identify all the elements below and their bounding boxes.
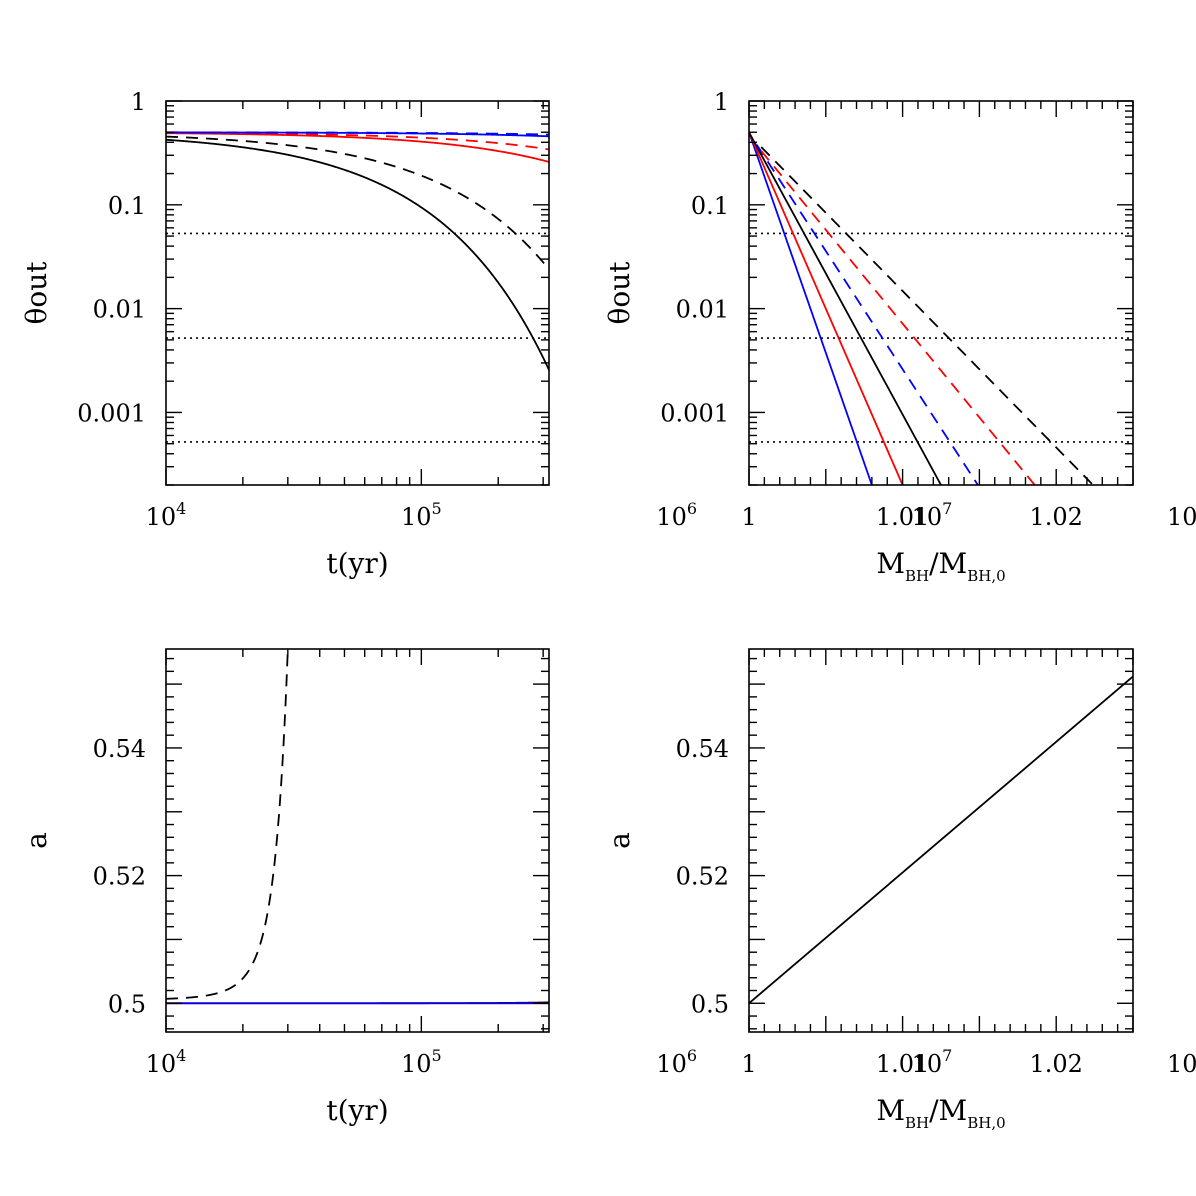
x-tick-label: 1: [741, 503, 756, 531]
x-tick-label: 108: [1167, 499, 1196, 531]
y-axis-label: a: [20, 832, 53, 849]
y-tick-label: 1: [714, 88, 729, 116]
ticks: [165, 649, 549, 1032]
x-tick-label: 106: [656, 499, 697, 531]
series-red-solid: [166, 132, 549, 163]
x-tick-label: 107: [912, 499, 953, 531]
x-tick-label: 1.02: [1029, 503, 1082, 531]
x-axis-label: MBH/MBH,0: [876, 547, 1005, 585]
y-tick-label: 0.52: [676, 863, 729, 891]
x-tick-label: 1.01: [876, 1050, 929, 1078]
x-tick-label: 105: [401, 499, 442, 531]
x-tick-label: 106: [656, 1046, 697, 1078]
x-tick-label: 104: [146, 499, 187, 531]
plot-frame: [748, 100, 1134, 486]
ticks: [748, 100, 1134, 486]
x-tick-label: 1: [741, 1050, 756, 1078]
plot-frame: [165, 100, 550, 486]
series-red-solid: [749, 131, 904, 485]
chart-tl: 104 105 106 107 108 1 0.1 0.01 0.001 t(yr) θout: [20, 88, 1196, 580]
series-red-dashed: [760, 150, 1036, 485]
series-blue-dashed: [166, 131, 549, 136]
y-axis-label: θout: [20, 261, 53, 325]
x-tick-label: 104: [146, 1046, 187, 1078]
chart-bl: 104 105 106 107 108 0.5 0.52 0.54 t(yr) a: [20, 648, 1196, 1127]
plot-frame: [165, 648, 550, 1033]
x-tick-label: 1.02: [1029, 1050, 1082, 1078]
y-axis-label: θout: [603, 261, 636, 325]
y-tick-label: 0.001: [77, 399, 146, 427]
y-tick-label: 0.1: [691, 192, 729, 220]
y-tick-label: 0.01: [676, 296, 729, 324]
series-black-solid: [749, 675, 1133, 1004]
x-axis-label: t(yr): [326, 547, 388, 580]
plot-frame: [748, 648, 1134, 1033]
x-tick-label: 108: [1167, 1046, 1196, 1078]
chart-br: 1 1.01 1.02 0.5 0.52 0.54 MBH/MBH,0 a: [603, 648, 1134, 1132]
x-axis-label: t(yr): [326, 1094, 388, 1127]
y-tick-label: 0.5: [108, 990, 146, 1018]
x-axis-label: MBH/MBH,0: [876, 1094, 1005, 1132]
ticks: [165, 100, 549, 486]
ticks: [748, 649, 1134, 1032]
y-axis-label: a: [603, 832, 636, 849]
series-blue-dashed: [755, 144, 979, 485]
y-tick-label: 0.001: [660, 399, 729, 427]
y-tick-label: 0.54: [93, 735, 146, 763]
series-black-dashed: [166, 135, 549, 270]
x-tick-label: 105: [401, 1046, 442, 1078]
y-tick-label: 0.5: [691, 990, 729, 1018]
series-black-dashed: [760, 146, 1094, 485]
series-blue-solid: [749, 131, 873, 485]
x-tick-label: 1.01: [876, 503, 929, 531]
series-black-dashed: [166, 649, 289, 1000]
y-tick-label: 0.1: [108, 192, 146, 220]
y-tick-label: 1: [131, 88, 146, 116]
series-black-solid: [749, 131, 942, 485]
x-tick-label: 107: [912, 1046, 953, 1078]
y-tick-label: 0.54: [676, 735, 729, 763]
chart-tr: 1 1.01 1.02 1 0.1 0.01 0.001 MBH/MBH,0 θout: [603, 88, 1134, 585]
series-black-solid: [166, 138, 549, 371]
y-tick-label: 0.01: [93, 296, 146, 324]
y-tick-label: 0.52: [93, 863, 146, 891]
